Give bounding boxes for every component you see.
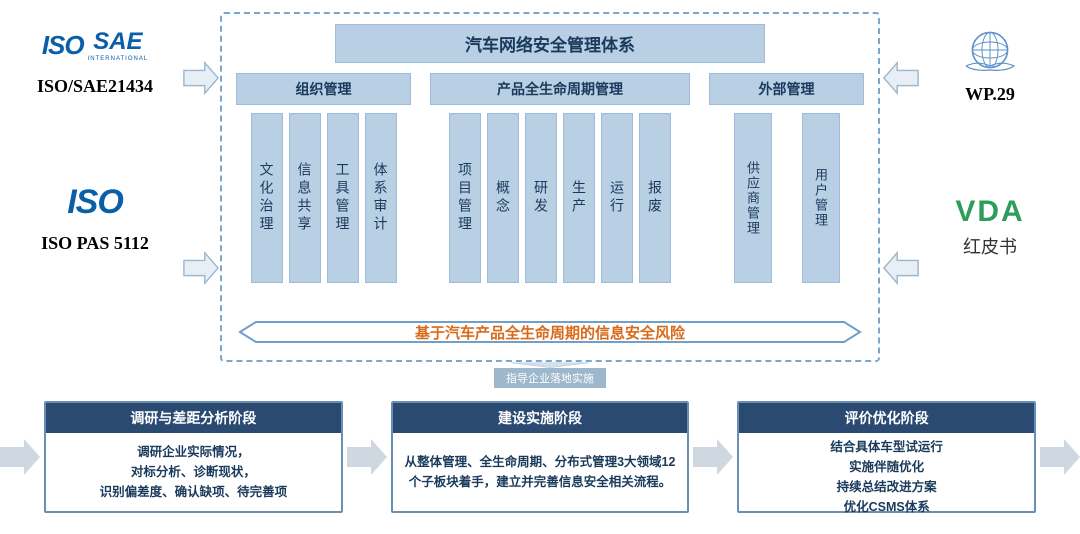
group-header: 组织管理	[236, 73, 411, 105]
phase-body: 结合具体车型试运行 实施伴随优化 持续总结改进方案 优化CSMS体系	[739, 433, 1034, 521]
arrow-left-icon	[882, 58, 920, 98]
group-lifecycle: 产品全生命周期管理 项目管理 概念 研发 生产 运行 报废	[430, 73, 690, 283]
flow-arrow-icon	[0, 427, 40, 487]
phase-evaluate: 评价优化阶段 结合具体车型试运行 实施伴随优化 持续总结改进方案 优化CSMS体…	[737, 401, 1036, 513]
phase-research: 调研与差距分析阶段 调研企业实际情况， 对标分析、诊断现状， 识别偏差度、确认缺…	[44, 401, 343, 513]
group-header: 产品全生命周期管理	[430, 73, 690, 105]
phase-line: 从整体管理、全生命周期、分布式管理3大领域12	[405, 452, 676, 472]
phase-build: 建设实施阶段 从整体管理、全生命周期、分布式管理3大领域12 个子板块着手，建立…	[391, 401, 690, 513]
flow-arrow-icon	[1040, 427, 1080, 487]
iso-logo: ISO	[67, 183, 123, 222]
flow-arrow-icon	[347, 427, 387, 487]
phase-line: 优化CSMS体系	[844, 497, 930, 517]
down-connector: 指导企业落地实施	[220, 362, 880, 388]
sae-logo: SAE	[93, 28, 142, 55]
vda-sub: 红皮书	[910, 233, 1070, 259]
pillar: 信息共享	[289, 113, 321, 283]
standard-vda: VDA 红皮书	[910, 195, 1070, 259]
phase-line: 个子板块着手，建立并完善信息安全相关流程。	[409, 472, 672, 492]
risk-label: 基于汽车产品全生命周期的信息安全风险	[236, 322, 864, 343]
pillar: 概念	[487, 113, 519, 283]
sae-sub: INTERNATIONAL	[88, 56, 149, 62]
main-framework-box: 汽车网络安全管理体系 组织管理 文化治理 信息共享 工具管理 体系审计 产品全生…	[220, 12, 880, 362]
pillar: 工具管理	[327, 113, 359, 283]
pillar: 报废	[639, 113, 671, 283]
phase-line: 实施伴随优化	[849, 457, 924, 477]
phase-line: 识别偏差度、确认缺项、待完善项	[100, 482, 288, 502]
standard-label: ISO PAS 5112	[10, 233, 180, 254]
phase-header: 建设实施阶段	[393, 403, 688, 433]
standard-label: ISO/SAE21434	[10, 76, 180, 97]
pillar: 项目管理	[449, 113, 481, 283]
vda-logo: VDA	[910, 195, 1070, 229]
pillar: 文化治理	[251, 113, 283, 283]
phase-line: 结合具体车型试运行	[830, 437, 943, 457]
pillar: 体系审计	[365, 113, 397, 283]
pillar: 用户管理	[802, 113, 840, 283]
phase-header: 评价优化阶段	[739, 403, 1034, 433]
guide-label: 指导企业落地实施	[494, 368, 606, 388]
pillar: 运行	[601, 113, 633, 283]
group-header: 外部管理	[709, 73, 864, 105]
risk-arrow-band: 基于汽车产品全生命周期的信息安全风险	[236, 318, 864, 346]
group-org: 组织管理 文化治理 信息共享 工具管理 体系审计	[236, 73, 411, 283]
phase-body: 从整体管理、全生命周期、分布式管理3大领域12 个子板块着手，建立并完善信息安全…	[393, 433, 688, 511]
phase-line: 持续总结改进方案	[837, 477, 937, 497]
phases-row: 调研与差距分析阶段 调研企业实际情况， 对标分析、诊断现状， 识别偏差度、确认缺…	[0, 396, 1080, 518]
phase-header: 调研与差距分析阶段	[46, 403, 341, 433]
arrow-right-icon	[182, 248, 220, 288]
right-standards-column: WP.29 VDA 红皮书	[910, 20, 1070, 259]
iso-logo: ISO	[42, 30, 84, 61]
pillar: 供应商管理	[734, 113, 772, 283]
phase-line: 调研企业实际情况，	[137, 442, 250, 462]
left-standards-column: ISO SAE INTERNATIONAL ISO/SAE21434 ISO I…	[10, 20, 180, 294]
standard-label: WP.29	[910, 84, 1070, 105]
pillar: 研发	[525, 113, 557, 283]
arrow-left-icon	[882, 248, 920, 288]
un-logo-icon	[910, 20, 1070, 80]
main-title: 汽车网络安全管理体系	[335, 24, 765, 63]
phase-line: 对标分析、诊断现状，	[131, 462, 256, 482]
pillar: 生产	[563, 113, 595, 283]
group-row: 组织管理 文化治理 信息共享 工具管理 体系审计 产品全生命周期管理 项目管理 …	[236, 73, 864, 283]
standard-iso-pas: ISO ISO PAS 5112	[10, 177, 180, 254]
flow-arrow-icon	[693, 427, 733, 487]
group-external: 外部管理 供应商管理 用户管理	[709, 73, 864, 283]
arrow-right-icon	[182, 58, 220, 98]
phase-body: 调研企业实际情况， 对标分析、诊断现状， 识别偏差度、确认缺项、待完善项	[46, 433, 341, 511]
standard-iso-sae: ISO SAE INTERNATIONAL ISO/SAE21434	[10, 20, 180, 97]
standard-wp29: WP.29	[910, 20, 1070, 105]
